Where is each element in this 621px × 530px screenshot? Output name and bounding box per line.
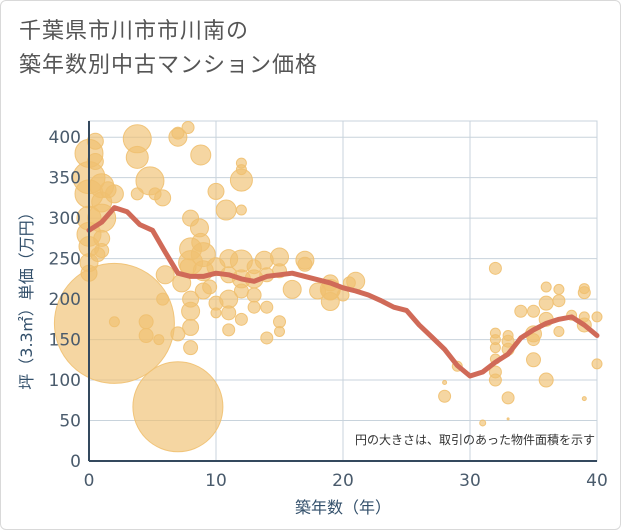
data-point bbox=[578, 283, 590, 295]
data-point bbox=[202, 279, 218, 295]
data-point bbox=[90, 247, 106, 263]
data-point bbox=[130, 187, 144, 201]
data-point bbox=[282, 279, 302, 299]
data-point bbox=[171, 126, 185, 140]
data-point bbox=[182, 290, 200, 308]
title-line-1: 千葉県市川市市川南の bbox=[19, 19, 250, 44]
data-point bbox=[182, 209, 200, 227]
data-point bbox=[86, 152, 104, 170]
data-point bbox=[207, 182, 225, 200]
data-point bbox=[538, 372, 554, 388]
y-tick-label: 250 bbox=[49, 250, 81, 270]
x-tick-label: 10 bbox=[205, 471, 227, 491]
y-axis-label: 坪（3.3㎡）単価（万円） bbox=[17, 204, 36, 389]
y-tick-label: 350 bbox=[49, 169, 81, 189]
data-point bbox=[138, 314, 154, 330]
data-point bbox=[527, 304, 540, 318]
data-point bbox=[148, 187, 162, 201]
size-note: 円の大きさは、取引のあった物件面積を示す bbox=[355, 432, 595, 447]
x-tick-label: 20 bbox=[332, 471, 354, 491]
x-tick-label: 40 bbox=[586, 471, 608, 491]
data-point bbox=[506, 417, 510, 421]
data-point bbox=[138, 328, 154, 344]
bubbles bbox=[53, 120, 603, 453]
data-point bbox=[538, 295, 554, 311]
data-point bbox=[181, 120, 195, 134]
x-tick-label: 30 bbox=[459, 471, 481, 491]
y-tick-label: 0 bbox=[70, 452, 81, 472]
data-point bbox=[210, 307, 222, 319]
data-point bbox=[527, 333, 540, 347]
data-point bbox=[502, 330, 514, 342]
data-point bbox=[591, 358, 603, 370]
data-point bbox=[155, 265, 175, 285]
data-point bbox=[132, 361, 224, 453]
y-tick-label: 100 bbox=[49, 371, 81, 391]
data-point bbox=[489, 342, 501, 354]
data-point bbox=[235, 164, 247, 176]
x-axis-label: 築年数（年） bbox=[295, 498, 391, 517]
data-point bbox=[215, 199, 237, 221]
title-line-2: 築年数別中古マンション価格 bbox=[19, 53, 319, 78]
data-point bbox=[540, 281, 552, 293]
data-point bbox=[488, 373, 502, 387]
data-point bbox=[297, 256, 313, 272]
data-point bbox=[578, 311, 590, 323]
data-point bbox=[191, 232, 211, 252]
data-point bbox=[438, 389, 452, 403]
data-point bbox=[86, 132, 104, 150]
data-point bbox=[233, 283, 249, 299]
x-tick-label: 0 bbox=[84, 471, 95, 491]
data-point bbox=[260, 300, 274, 314]
data-point bbox=[99, 181, 117, 199]
data-point bbox=[246, 287, 262, 303]
data-point bbox=[247, 300, 261, 314]
data-point bbox=[125, 145, 149, 169]
y-tick-label: 200 bbox=[49, 290, 81, 310]
data-point bbox=[221, 305, 237, 321]
data-point bbox=[581, 396, 587, 402]
data-point bbox=[514, 304, 528, 318]
data-point bbox=[260, 331, 274, 345]
data-point bbox=[153, 334, 165, 346]
data-point bbox=[183, 340, 199, 356]
y-tick-label: 150 bbox=[49, 331, 81, 351]
data-point bbox=[273, 315, 286, 329]
axes: 0 50 100 150 200 250 300 350 400 0 10 20 30 40 bbox=[49, 121, 608, 491]
trend-line-group bbox=[86, 205, 600, 379]
data-point bbox=[488, 261, 502, 275]
y-tick-label: 300 bbox=[49, 209, 81, 229]
data-point bbox=[553, 325, 565, 337]
y-tick-label: 400 bbox=[49, 128, 81, 148]
data-point bbox=[274, 325, 285, 337]
data-point bbox=[442, 379, 448, 385]
data-point bbox=[479, 419, 487, 427]
trend-line bbox=[86, 205, 600, 379]
data-point bbox=[170, 326, 186, 342]
data-point bbox=[182, 318, 200, 336]
data-point bbox=[234, 312, 248, 326]
data-point bbox=[591, 311, 603, 323]
y-tick-label: 50 bbox=[59, 412, 81, 432]
data-point bbox=[219, 249, 239, 269]
data-point bbox=[501, 391, 515, 405]
data-point bbox=[190, 144, 212, 166]
data-point bbox=[222, 323, 236, 337]
data-point bbox=[235, 204, 247, 216]
data-point bbox=[320, 292, 340, 312]
data-point bbox=[553, 283, 565, 295]
data-point bbox=[246, 259, 262, 275]
chart-title: 千葉県市川市市川南の 築年数別中古マンション価格 bbox=[19, 15, 318, 83]
data-point bbox=[526, 352, 541, 368]
data-point bbox=[156, 292, 170, 306]
data-point bbox=[108, 316, 120, 328]
data-point bbox=[309, 282, 327, 300]
data-point bbox=[552, 294, 566, 308]
